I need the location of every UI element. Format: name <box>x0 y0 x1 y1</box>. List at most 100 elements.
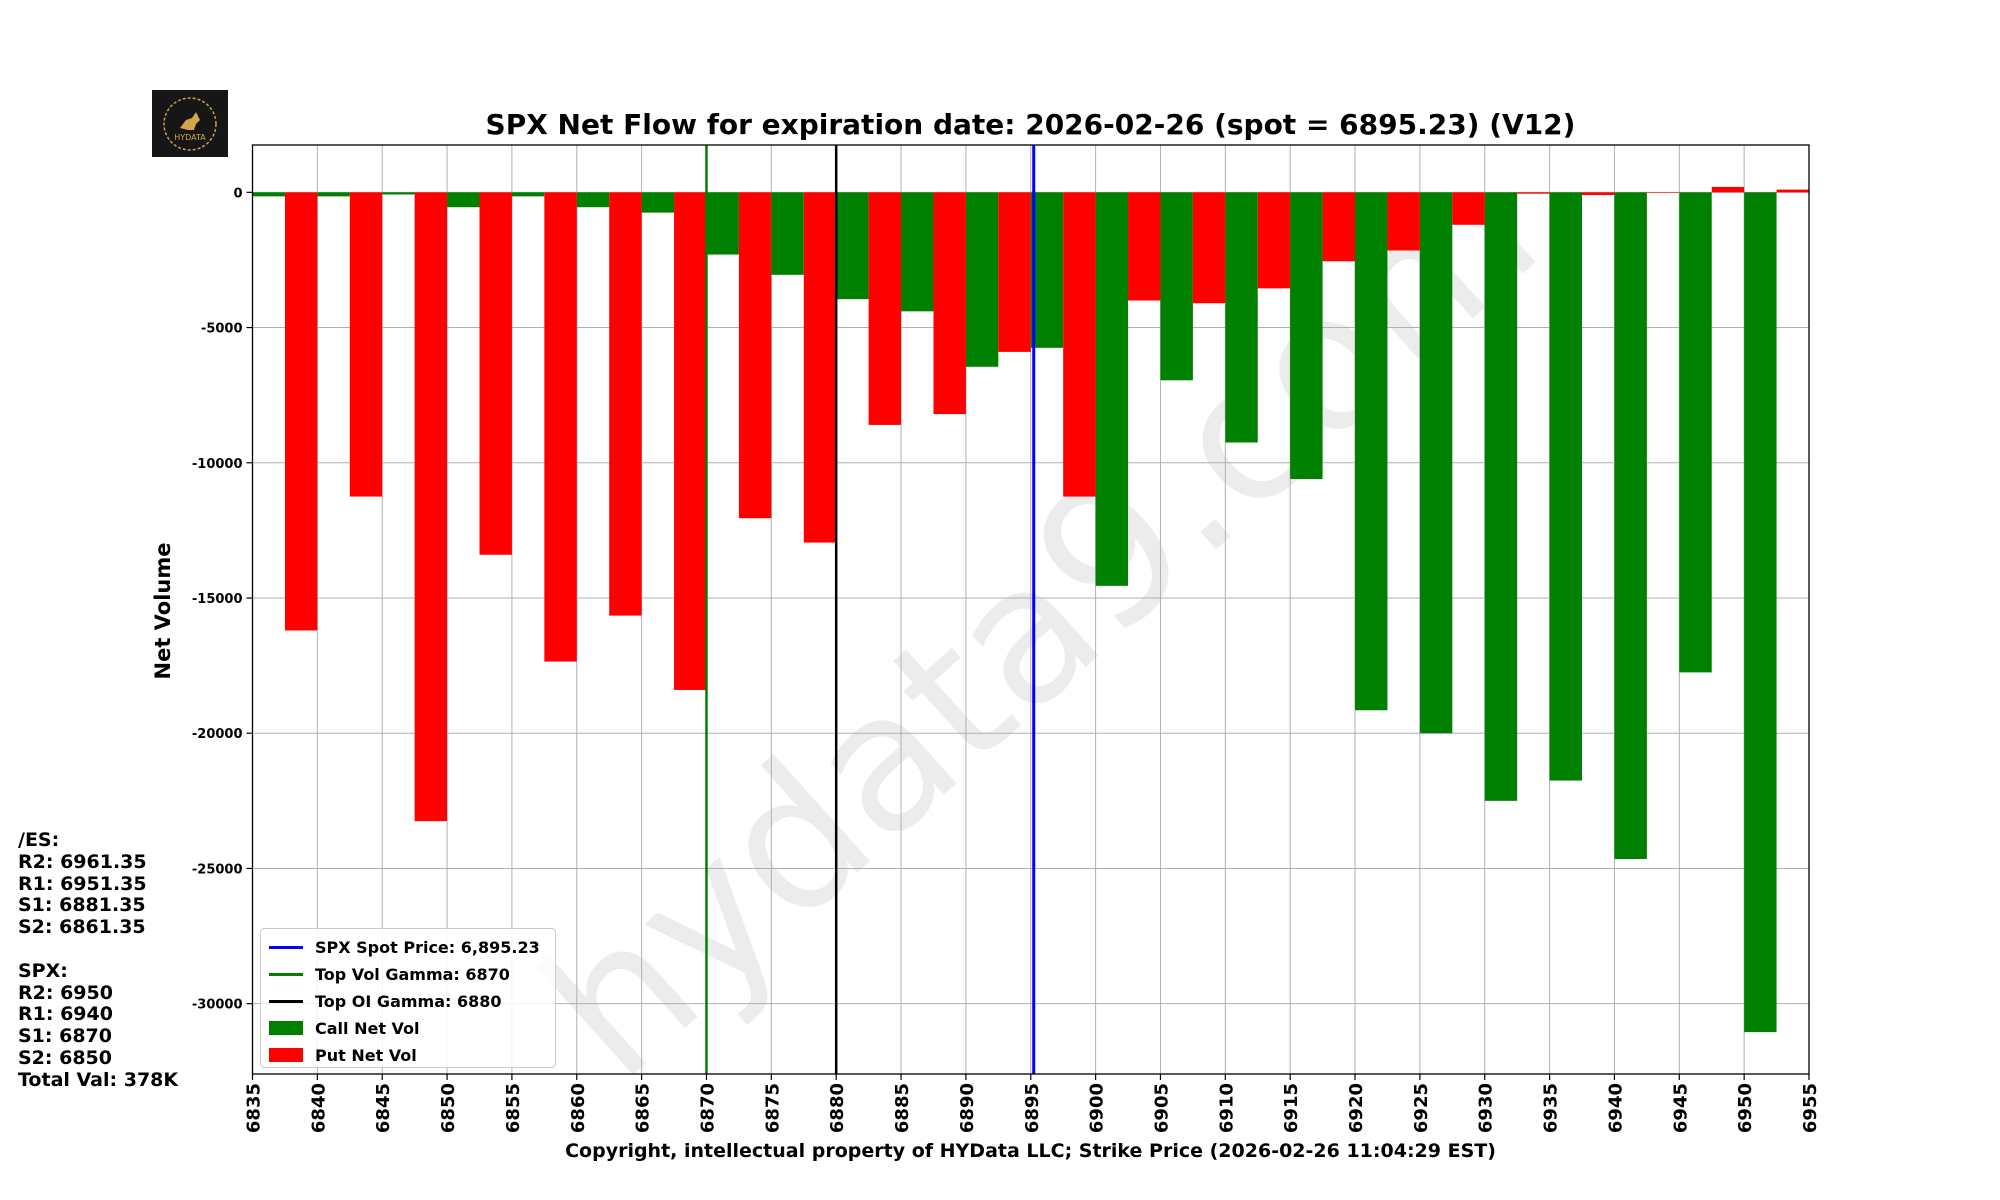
call-net-vol-bar <box>576 192 610 208</box>
x-tick-label: 6840 <box>308 1083 329 1133</box>
chart-title: SPX Net Flow for expiration date: 2026-0… <box>485 108 1576 141</box>
put-net-vol-bar <box>1128 192 1161 301</box>
legend-item-put: Put Net Vol <box>269 1043 417 1067</box>
legend-label: Call Net Vol <box>315 1018 420 1038</box>
es-r1: R1: 6951.35 <box>18 872 147 895</box>
call-net-vol-bar <box>1679 192 1712 673</box>
x-tick-label: 6865 <box>633 1083 654 1133</box>
spx-s1: S1: 6870 <box>18 1025 112 1048</box>
call-net-vol-bar <box>836 192 869 300</box>
put-net-vol-bar <box>738 192 772 519</box>
x-tick-label: 6920 <box>1346 1083 1367 1133</box>
x-tick-label: 6895 <box>1022 1083 1043 1133</box>
legend-line-icon <box>269 945 303 949</box>
put-net-vol-bar <box>803 192 837 543</box>
y-tick-label: -20000 <box>192 727 243 742</box>
x-tick-label: 6880 <box>827 1083 848 1133</box>
legend-patch-icon <box>269 1048 303 1062</box>
plot-frame <box>251 144 1810 1075</box>
put-net-vol-bar <box>349 192 383 497</box>
call-net-vol-bar <box>1225 192 1258 443</box>
x-tick-label: 6885 <box>892 1083 913 1133</box>
call-net-vol-bar <box>1290 192 1323 480</box>
call-net-vol-bar <box>771 192 804 275</box>
legend-item-oi-gamma: Top OI Gamma: 6880 <box>269 989 502 1013</box>
es-header: /ES: <box>18 829 60 851</box>
call-net-vol-bar <box>1549 192 1583 781</box>
x-tick-label: 6950 <box>1735 1083 1756 1133</box>
put-net-vol-bar <box>998 192 1031 352</box>
legend-label: Put Net Vol <box>315 1045 417 1065</box>
call-net-vol-bar <box>317 192 350 197</box>
call-net-vol-bar <box>1419 192 1453 734</box>
x-tick-label: 6855 <box>503 1083 524 1133</box>
legend-label: Top Vol Gamma: 6870 <box>315 964 510 984</box>
svg-text:HYDATA: HYDATA <box>174 133 206 142</box>
x-tick-label: 6915 <box>1281 1083 1302 1133</box>
call-net-vol-bar <box>1355 192 1388 711</box>
put-net-vol-bar <box>1517 192 1550 194</box>
put-net-vol-bar <box>1322 192 1356 262</box>
y-tick-label: -25000 <box>192 862 243 877</box>
put-net-vol-bar <box>1387 192 1420 251</box>
legend-item-vol-gamma: Top Vol Gamma: 6870 <box>269 962 510 986</box>
put-net-vol-bar <box>284 192 318 631</box>
x-tick-label: 6845 <box>373 1083 394 1133</box>
put-net-vol-bar <box>868 192 902 425</box>
spx-r2: R2: 6950 <box>18 981 113 1004</box>
put-net-vol-bar <box>1452 192 1485 225</box>
x-tick-label: 6910 <box>1216 1083 1237 1133</box>
call-net-vol-bar <box>447 192 480 208</box>
put-net-vol-bar <box>544 192 577 662</box>
y-tick-label: -30000 <box>192 998 243 1013</box>
call-net-vol-bar <box>252 192 285 197</box>
es-r2: R2: 6961.35 <box>18 850 147 873</box>
call-net-vol-bar <box>641 192 675 213</box>
legend-line-icon <box>269 999 303 1003</box>
put-net-vol-bar <box>674 192 707 690</box>
legend-item-spot: SPX Spot Price: 6,895.23 <box>269 935 540 959</box>
y-tick-label: 0 <box>233 186 242 201</box>
x-axis-label: Copyright, intellectual property of HYDa… <box>565 1140 1496 1162</box>
put-net-vol-bar <box>1711 186 1745 193</box>
legend-patch-icon <box>269 1021 303 1035</box>
put-net-vol-bar <box>609 192 642 616</box>
put-net-vol-bar <box>479 192 512 555</box>
levels-panel: /ES: R2: 6961.35 R1: 6951.35 S1: 6881.35… <box>18 829 179 1092</box>
call-net-vol-bar <box>965 192 999 367</box>
call-net-vol-bar <box>511 192 545 197</box>
legend-label: Top OI Gamma: 6880 <box>315 991 502 1011</box>
call-net-vol-bar <box>1614 192 1647 859</box>
x-tick-label: 6835 <box>244 1083 265 1133</box>
x-tick-label: 6930 <box>1476 1083 1497 1133</box>
x-tick-label: 6940 <box>1605 1083 1626 1133</box>
legend: SPX Spot Price: 6,895.23 Top Vol Gamma: … <box>260 928 556 1068</box>
x-tick-label: 6900 <box>1087 1083 1108 1133</box>
x-tick-label: 6945 <box>1670 1083 1691 1133</box>
spx-r1: R1: 6940 <box>18 1003 113 1026</box>
logo-emblem-icon: HYDATA <box>163 96 217 151</box>
x-tick-label: 6890 <box>957 1083 978 1133</box>
call-net-vol-bar <box>1095 192 1129 586</box>
call-net-vol-bar <box>1160 192 1193 381</box>
y-tick-label: -10000 <box>192 457 243 472</box>
call-net-vol-bar <box>382 192 415 195</box>
x-tick-label: 6870 <box>697 1083 718 1133</box>
put-net-vol-bar <box>1063 192 1096 497</box>
x-tick-label: 6875 <box>762 1083 783 1133</box>
legend-item-call: Call Net Vol <box>269 1016 420 1040</box>
total-value: Total Val: 378K <box>18 1068 179 1091</box>
x-tick-label: 6925 <box>1411 1083 1432 1133</box>
legend-line-icon <box>269 972 303 976</box>
put-net-vol-bar <box>414 192 448 822</box>
put-net-vol-bar <box>1776 189 1809 193</box>
call-net-vol-bar <box>706 192 739 255</box>
es-s2: S2: 6861.35 <box>18 916 146 939</box>
hydata-logo: HYDATA <box>152 90 228 157</box>
call-net-vol-bar <box>1484 192 1518 801</box>
spacer <box>18 939 178 961</box>
y-tick-label: -15000 <box>192 592 243 607</box>
call-net-vol-bar <box>1030 192 1064 348</box>
call-net-vol-bar <box>901 192 934 312</box>
